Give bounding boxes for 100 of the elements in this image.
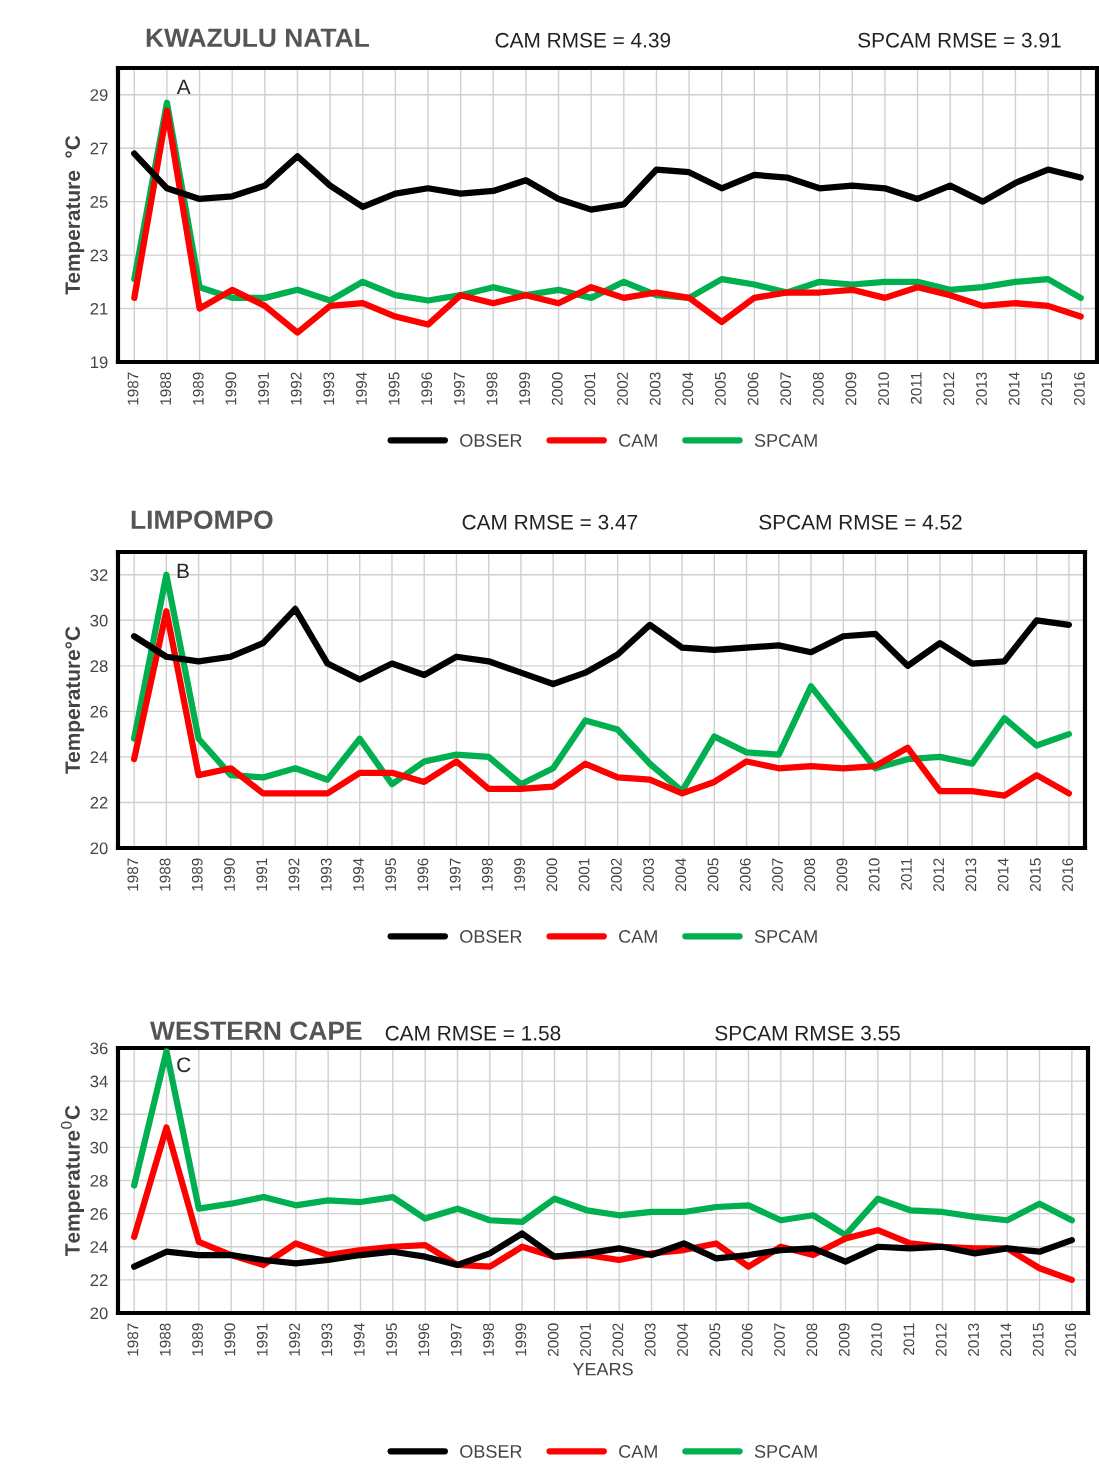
y-tick-label: 25	[90, 196, 108, 208]
x-tick-label: 1990	[224, 858, 235, 891]
x-tick-label: 1995	[388, 372, 400, 405]
text: CAM RMSE = 4.39	[495, 32, 671, 48]
x-tick-label: 2015	[1041, 372, 1053, 405]
x-tick-label: 1999	[519, 372, 531, 405]
x-tick-label: 2005	[707, 858, 719, 891]
annotation: C	[177, 1057, 191, 1073]
y-tick-label: 30	[90, 1141, 108, 1154]
chart-title: WESTERN CAPE	[150, 1021, 362, 1041]
x-tick-label: 2014	[997, 858, 1009, 891]
x-tick-label: 1987	[127, 858, 139, 891]
x-tick-label: 1997	[449, 858, 461, 891]
y-tick-label: 34	[90, 1075, 108, 1088]
x-tick-label: 2002	[617, 372, 628, 405]
x-tick-label: 2009	[838, 1323, 850, 1356]
y-tick-label: 22	[90, 796, 108, 809]
x-tick-label: 2004	[675, 858, 687, 891]
x-tick-label: 2005	[709, 1323, 721, 1356]
x-tick-label: 1995	[386, 1323, 397, 1356]
x-tick-label: 1987	[127, 372, 139, 405]
x-tick-label: 1994	[356, 372, 367, 405]
x-tick-label: 1996	[417, 858, 429, 891]
x-tick-label: 2012	[935, 1323, 947, 1356]
x-tick-label: 1990	[225, 372, 237, 405]
x-tick-label: 2009	[845, 372, 857, 405]
legend-label: OBSER	[460, 434, 522, 447]
y-tick-label: 30	[90, 614, 108, 627]
x-tick-label: 1993	[320, 858, 332, 891]
x-tick-label: 1991	[258, 372, 269, 405]
x-tick-label: 2001	[580, 1323, 591, 1356]
chart-title: KWAZULU NATAL	[146, 28, 369, 48]
x-tick-label: 1992	[290, 372, 302, 405]
x-tick-label: 2013	[965, 858, 977, 891]
x-tick-label: 2016	[1073, 372, 1085, 405]
x-tick-label: 2007	[772, 858, 783, 891]
x-tick-label: 2012	[943, 372, 955, 405]
x-tick-label: 1998	[486, 372, 498, 405]
x-tick-label: 1994	[353, 1323, 365, 1356]
y-tick-label: 22	[90, 1274, 108, 1286]
x-tick-label: 1991	[256, 1323, 268, 1356]
x-tick-label: 2006	[741, 1323, 753, 1356]
y-tick-label: 36	[90, 1042, 108, 1055]
x-tick-label: 2012	[933, 858, 945, 891]
x-tick-label: 1995	[385, 858, 397, 891]
x-tick-label: 1997	[453, 372, 465, 405]
x-axis-title: YEARS	[572, 1362, 633, 1376]
x-tick-label: 2010	[868, 858, 880, 891]
y-tick-label: 19	[91, 356, 108, 369]
x-tick-label: 1996	[421, 372, 433, 405]
x-tick-label: 2014	[1008, 372, 1020, 405]
x-tick-label: 2001	[584, 372, 596, 405]
x-tick-label: 2013	[976, 372, 987, 405]
x-tick-label: 1992	[289, 1323, 300, 1356]
legend-label: OBSER	[460, 930, 522, 943]
y-tick-label: 32	[90, 1108, 108, 1121]
y-axis-title: Temperature$^{0}$C	[60, 1105, 84, 1256]
x-tick-label: 2000	[547, 1323, 559, 1356]
x-tick-label: 2003	[649, 372, 661, 405]
x-tick-label: 2000	[551, 372, 563, 405]
y-tick-label: 21	[90, 302, 108, 315]
legend-label: CAM	[619, 1445, 657, 1458]
x-tick-label: 1988	[159, 1323, 171, 1356]
y-axis-title: Temperature°C	[65, 626, 85, 774]
x-tick-label: 1994	[353, 858, 364, 891]
x-tick-label: 2007	[780, 372, 792, 405]
x-tick-label: 1989	[191, 858, 203, 891]
x-tick-label: 2002	[610, 858, 622, 891]
x-tick-label: 2008	[804, 858, 816, 891]
x-tick-label: 1989	[192, 372, 204, 405]
legend-label: CAM	[619, 930, 657, 943]
annotation: B	[177, 563, 189, 579]
text: SPCAM RMSE = 3.91	[858, 32, 1061, 48]
x-tick-label: 1989	[192, 1323, 203, 1356]
x-tick-label: 1998	[481, 858, 493, 891]
x-tick-label: 2004	[677, 1323, 688, 1356]
x-tick-label: 1993	[321, 1323, 333, 1356]
x-tick-label: 2005	[715, 372, 726, 405]
x-tick-label: 2000	[546, 858, 558, 891]
x-tick-label: 1999	[515, 1323, 527, 1356]
y-tick-label: 24	[90, 751, 108, 763]
x-tick-label: 2003	[644, 1323, 656, 1356]
x-tick-label: 1993	[323, 372, 335, 405]
legend-label: SPCAM	[754, 1445, 817, 1458]
x-tick-label: 2011	[901, 858, 912, 890]
x-tick-label: 2008	[806, 1323, 818, 1356]
x-tick-label: 2011	[903, 1323, 915, 1355]
x-tick-label: 2001	[578, 858, 590, 891]
x-tick-label: 2011	[910, 372, 922, 404]
y-tick-label: 28	[90, 660, 108, 673]
x-tick-label: 2007	[774, 1323, 785, 1356]
legend-label: SPCAM	[754, 434, 817, 447]
x-tick-label: 1996	[418, 1323, 430, 1356]
x-tick-label: 2006	[747, 372, 759, 405]
x-tick-label: 1987	[127, 1323, 139, 1356]
legend-label: OBSER	[460, 1445, 522, 1458]
x-tick-label: 2003	[643, 858, 654, 891]
y-tick-label: 20	[90, 842, 108, 855]
y-tick-label: 20	[90, 1307, 108, 1320]
x-tick-label: 2010	[878, 372, 889, 405]
